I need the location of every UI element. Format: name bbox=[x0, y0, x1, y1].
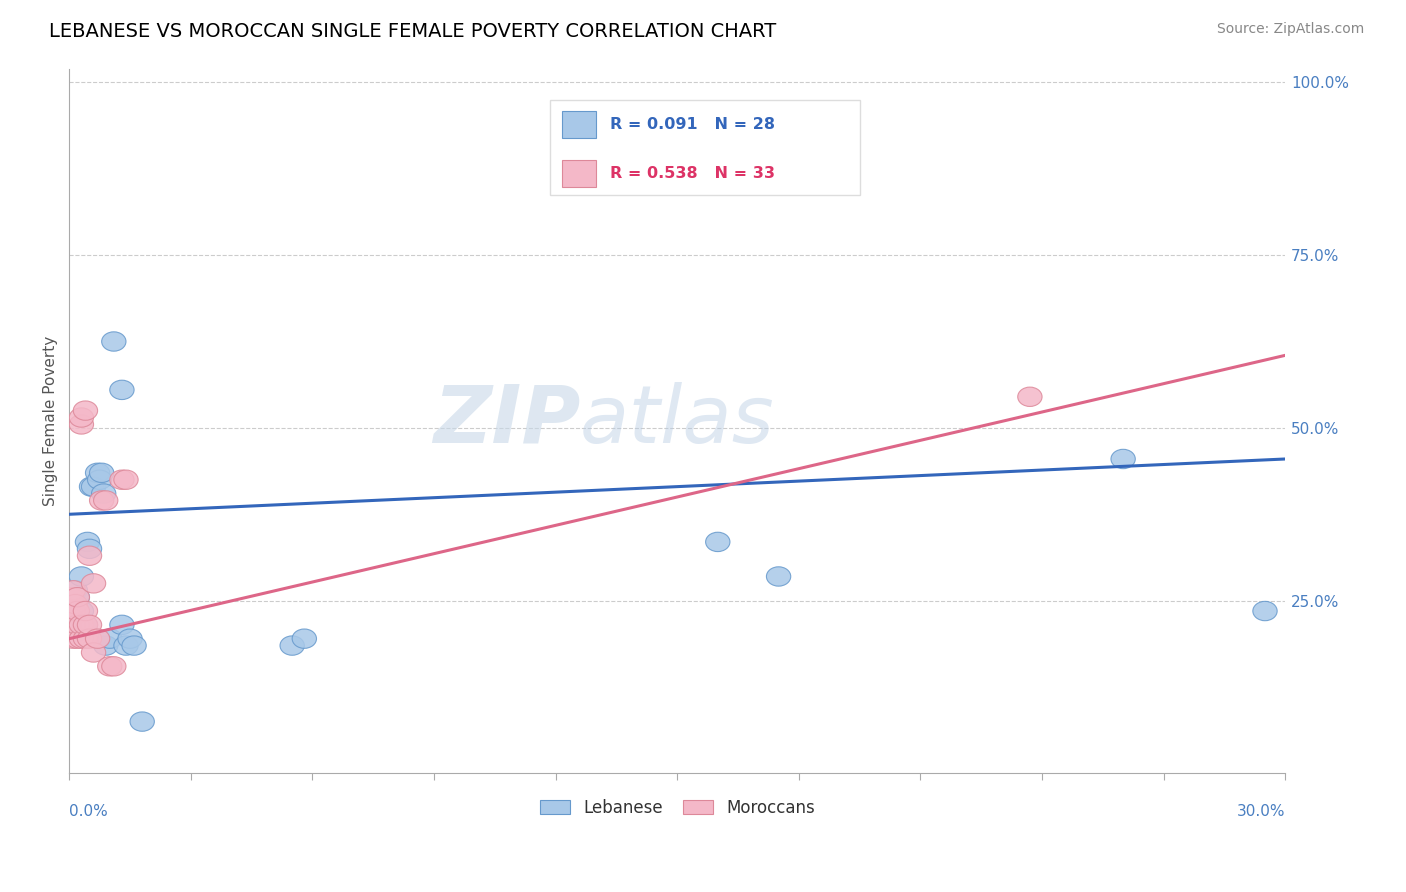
Ellipse shape bbox=[94, 636, 118, 656]
FancyBboxPatch shape bbox=[550, 100, 859, 195]
Ellipse shape bbox=[1018, 387, 1042, 407]
FancyBboxPatch shape bbox=[562, 111, 596, 137]
Ellipse shape bbox=[122, 636, 146, 656]
Ellipse shape bbox=[101, 657, 127, 676]
Ellipse shape bbox=[77, 546, 101, 566]
Ellipse shape bbox=[97, 657, 122, 676]
Ellipse shape bbox=[69, 415, 94, 434]
Ellipse shape bbox=[60, 601, 86, 621]
Ellipse shape bbox=[1111, 450, 1135, 468]
Ellipse shape bbox=[82, 477, 105, 496]
Ellipse shape bbox=[766, 566, 790, 586]
Ellipse shape bbox=[69, 615, 94, 634]
Ellipse shape bbox=[76, 533, 100, 551]
Ellipse shape bbox=[280, 636, 304, 656]
Ellipse shape bbox=[110, 470, 134, 490]
Ellipse shape bbox=[90, 491, 114, 510]
Ellipse shape bbox=[65, 629, 90, 648]
Ellipse shape bbox=[86, 629, 110, 648]
Text: R = 0.538   N = 33: R = 0.538 N = 33 bbox=[610, 166, 775, 181]
Ellipse shape bbox=[91, 483, 115, 503]
Ellipse shape bbox=[69, 566, 94, 586]
Ellipse shape bbox=[73, 629, 97, 648]
Ellipse shape bbox=[69, 408, 94, 427]
Ellipse shape bbox=[73, 615, 97, 634]
Ellipse shape bbox=[65, 588, 90, 607]
Ellipse shape bbox=[1253, 601, 1277, 621]
Legend: Lebanese, Moroccans: Lebanese, Moroccans bbox=[531, 790, 823, 825]
Text: LEBANESE VS MOROCCAN SINGLE FEMALE POVERTY CORRELATION CHART: LEBANESE VS MOROCCAN SINGLE FEMALE POVER… bbox=[49, 22, 776, 41]
Ellipse shape bbox=[60, 615, 86, 634]
Ellipse shape bbox=[65, 588, 90, 607]
Ellipse shape bbox=[77, 615, 101, 634]
Ellipse shape bbox=[59, 608, 83, 628]
Ellipse shape bbox=[129, 712, 155, 731]
Ellipse shape bbox=[110, 615, 134, 634]
Ellipse shape bbox=[63, 581, 87, 600]
Ellipse shape bbox=[77, 629, 101, 648]
Ellipse shape bbox=[94, 491, 118, 510]
Ellipse shape bbox=[69, 601, 94, 621]
FancyBboxPatch shape bbox=[562, 161, 596, 187]
Ellipse shape bbox=[114, 470, 138, 490]
Ellipse shape bbox=[110, 380, 134, 400]
Ellipse shape bbox=[101, 332, 127, 351]
Ellipse shape bbox=[73, 615, 97, 634]
Ellipse shape bbox=[292, 629, 316, 648]
Text: Source: ZipAtlas.com: Source: ZipAtlas.com bbox=[1216, 22, 1364, 37]
Ellipse shape bbox=[65, 622, 90, 641]
Text: atlas: atlas bbox=[579, 382, 775, 460]
Ellipse shape bbox=[73, 601, 97, 621]
Y-axis label: Single Female Poverty: Single Female Poverty bbox=[44, 336, 58, 506]
Text: 0.0%: 0.0% bbox=[69, 804, 108, 819]
Ellipse shape bbox=[87, 470, 112, 490]
Ellipse shape bbox=[706, 533, 730, 551]
Ellipse shape bbox=[65, 615, 90, 634]
Ellipse shape bbox=[90, 463, 114, 483]
Ellipse shape bbox=[82, 574, 105, 593]
Ellipse shape bbox=[86, 463, 110, 483]
Ellipse shape bbox=[82, 643, 105, 662]
Ellipse shape bbox=[79, 477, 104, 496]
Text: ZIP: ZIP bbox=[433, 382, 579, 460]
Ellipse shape bbox=[59, 588, 83, 607]
Ellipse shape bbox=[114, 636, 138, 656]
Ellipse shape bbox=[97, 629, 122, 648]
Ellipse shape bbox=[69, 629, 94, 648]
Ellipse shape bbox=[73, 401, 97, 420]
Ellipse shape bbox=[60, 581, 86, 600]
Ellipse shape bbox=[60, 629, 86, 648]
Text: R = 0.091   N = 28: R = 0.091 N = 28 bbox=[610, 117, 775, 132]
Ellipse shape bbox=[63, 594, 87, 614]
Ellipse shape bbox=[65, 601, 90, 621]
Ellipse shape bbox=[77, 539, 101, 558]
Ellipse shape bbox=[58, 615, 82, 634]
Ellipse shape bbox=[60, 615, 84, 634]
Text: 30.0%: 30.0% bbox=[1237, 804, 1285, 819]
Ellipse shape bbox=[118, 629, 142, 648]
